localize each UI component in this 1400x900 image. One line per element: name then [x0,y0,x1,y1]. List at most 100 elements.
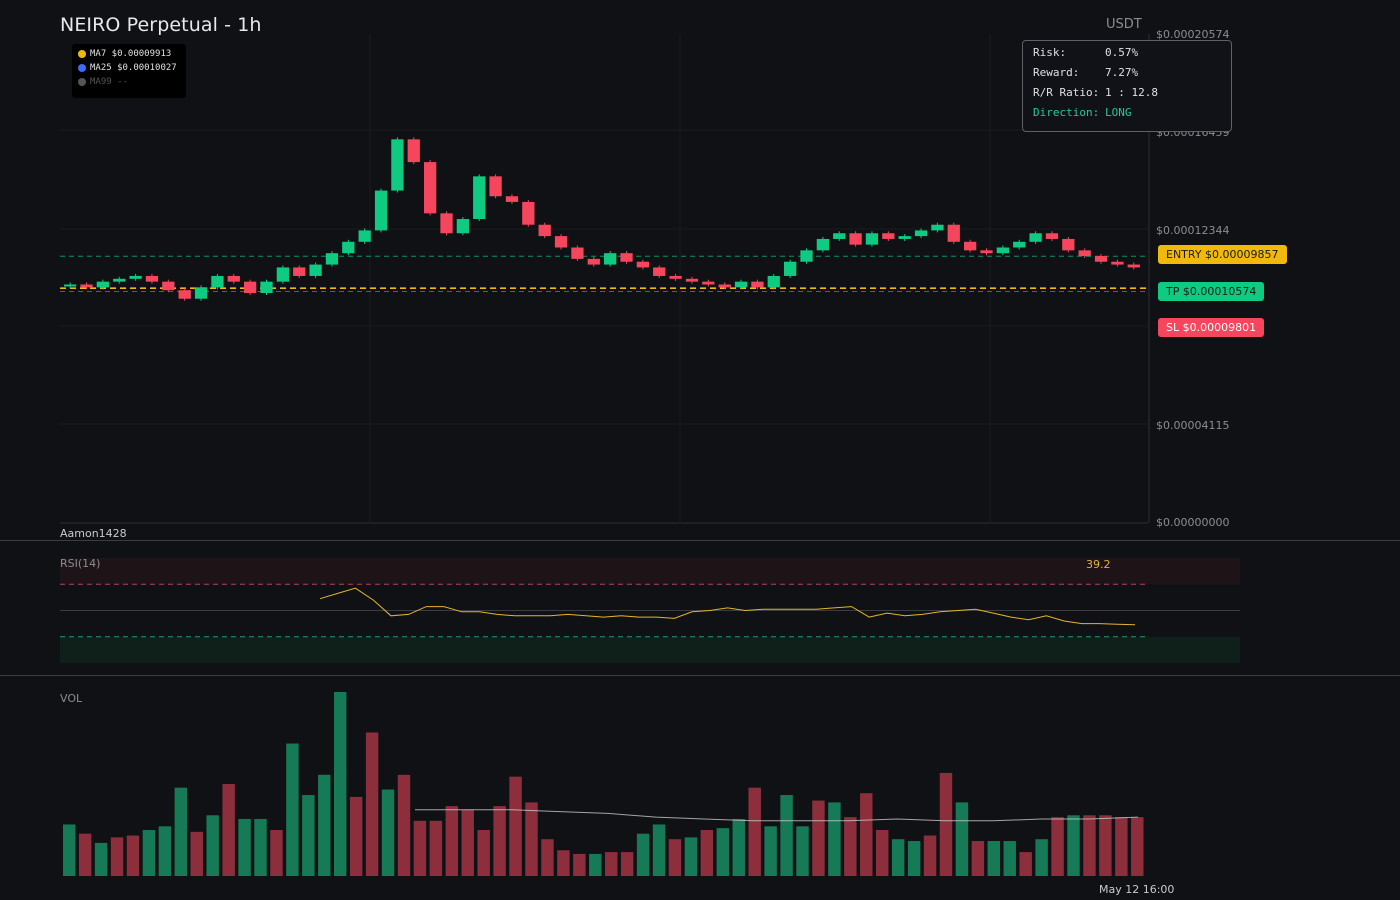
reward-row: Reward: 7.27% [1033,66,1231,86]
candle-body [587,258,600,265]
volume-bar [1083,815,1096,876]
volume-bar [349,796,363,876]
candle-body [276,267,289,282]
volume-bar [684,837,698,876]
candle-body [980,250,993,254]
rsi-pane-label: RSI(14) [60,557,101,570]
moving-average-legend: MA7 $0.00009913 MA25 $0.00010027 MA99 -- [72,44,186,98]
candle-body [211,275,224,288]
candle-body [620,253,633,262]
trade-info-panel: Risk: 0.57% Reward: 7.27% R/R Ratio: 1 :… [1022,40,1232,132]
volume-bar [1051,817,1064,876]
candle-body [473,176,486,220]
ma25-legend-item: MA25 $0.00010027 [78,61,186,75]
candle-body [391,139,404,191]
direction-row: Direction: LONG [1033,106,1231,126]
ma99-color-dot [78,78,86,86]
candle-body [914,230,928,237]
candle-body [996,247,1009,254]
volume-bar [1003,841,1016,876]
volume-bar [1099,815,1112,876]
candle-body [1013,241,1026,248]
ma99-legend-item: MA99 -- [78,75,186,89]
volume-bar [860,793,873,876]
candle-body [129,275,142,279]
volume-bar [302,795,315,876]
volume-bar [78,833,92,876]
volume-bar [477,830,490,876]
time-axis-label: May 12 16:00 [1099,883,1175,896]
rsi-oversold-zone [60,636,1240,663]
risk-row: Risk: 0.57% [1033,46,1231,66]
volume-bar [828,802,841,876]
volume-bar [445,806,459,876]
volume-bar [1115,817,1128,876]
volume-bar [891,839,905,876]
volume-bar [796,826,809,876]
volume-bar [493,806,506,876]
volume-bar [365,732,379,876]
candle-body [571,247,584,259]
reward-value: 7.27% [1105,66,1139,79]
volume-bar [94,842,108,876]
candle-body [816,238,829,251]
volume-bar [955,802,969,876]
candle-body [1045,233,1059,239]
candle-body [931,224,944,231]
volume-bar [1019,852,1032,876]
volume-bar [605,852,618,876]
candle-body [505,196,519,202]
volume-bar [923,835,937,876]
volume-bar [397,774,411,876]
ma99-legend-label: MA99 -- [90,77,128,87]
volume-bar [126,835,140,876]
candle-body [407,139,420,163]
y-tick-label: $0.00012344 [1156,224,1230,237]
candle-body [636,261,649,268]
candle-body [718,284,731,288]
volume-bar [971,841,985,876]
rr-ratio-key: R/R Ratio: [1033,86,1100,99]
candle-body [489,176,502,197]
take-profit-price-tag: TP $0.00010574 [1158,282,1265,301]
volume-bar [620,852,634,876]
candle-body [227,275,240,282]
direction-value: LONG [1105,106,1132,119]
candle-body [833,233,846,239]
y-tick-label: $0.00004115 [1156,419,1230,432]
rsi-line [319,587,1136,626]
volume-bar [652,824,666,876]
volume-bar [222,784,235,876]
volume-bar [748,787,761,876]
volume-bar [381,789,395,876]
candle-body [653,267,666,276]
rsi-pane-divider[interactable] [0,540,1400,541]
candle-body [784,261,797,276]
volume-bar [907,841,921,876]
risk-key: Risk: [1033,46,1067,59]
candle-body [325,253,339,265]
entry-price-tag: ENTRY $0.00009857 [1158,245,1287,264]
candle-body [865,233,879,245]
candle-body [244,281,257,294]
volume-bar [716,828,730,876]
volume-bar [63,824,76,876]
candle-body [767,275,780,288]
chart-title: NEIRO Perpetual - 1h [60,14,262,36]
reward-key: Reward: [1033,66,1080,79]
volume-bar [142,830,156,876]
volume-bar [461,809,474,876]
volume-bar [668,839,682,876]
candle-body [882,233,895,239]
candle-body [342,241,355,254]
volume-pane-divider[interactable] [0,675,1400,676]
candle-body [702,281,715,285]
candle-body [800,250,813,262]
author-watermark: Aamon1428 [60,527,127,540]
volume-bar [158,826,172,876]
candle-body [1029,233,1042,242]
rr-ratio-row: R/R Ratio: 1 : 12.8 [1033,86,1231,106]
candle-body [669,275,682,279]
ma7-legend-item: MA7 $0.00009913 [78,47,186,61]
